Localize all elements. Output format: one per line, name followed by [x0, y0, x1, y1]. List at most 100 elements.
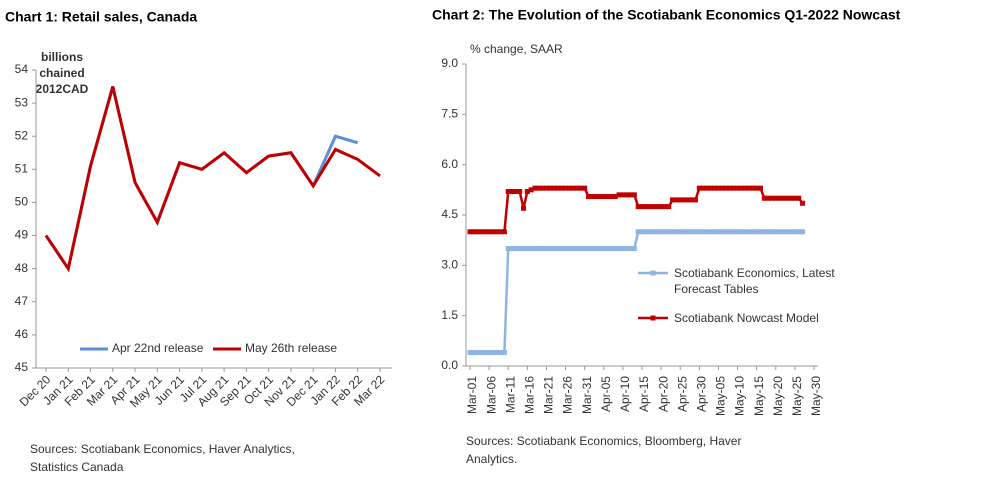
point-marker	[662, 204, 668, 210]
point-marker	[700, 229, 706, 235]
x-tick-label: May-30	[809, 376, 823, 416]
point-marker	[475, 229, 481, 235]
point-marker	[666, 204, 672, 210]
source-note: Analytics.	[466, 452, 517, 466]
point-marker	[666, 229, 672, 235]
point-marker	[589, 194, 595, 200]
point-marker	[620, 246, 626, 252]
y-tick-label: 1.5	[441, 308, 458, 322]
point-marker	[773, 195, 779, 201]
y-tick-label: 6.0	[441, 157, 458, 171]
point-marker	[566, 246, 572, 252]
point-marker	[528, 187, 534, 193]
point-marker	[490, 350, 496, 356]
point-marker	[777, 195, 783, 201]
point-marker	[746, 185, 752, 191]
point-marker	[712, 229, 718, 235]
point-marker	[498, 350, 504, 356]
point-marker	[501, 229, 507, 235]
point-marker	[761, 229, 767, 235]
legend-label: Scotiabank Economics, Latest Forecast Ta…	[674, 266, 835, 296]
point-marker	[643, 229, 649, 235]
point-marker	[624, 192, 630, 198]
point-marker	[731, 185, 737, 191]
point-marker	[543, 185, 549, 191]
point-marker	[689, 229, 695, 235]
point-marker	[559, 185, 565, 191]
point-marker	[517, 189, 523, 195]
point-marker	[677, 197, 683, 203]
point-marker	[478, 229, 484, 235]
point-marker	[654, 204, 660, 210]
point-marker	[639, 229, 645, 235]
y-tick-label: 50	[15, 195, 29, 209]
point-marker	[750, 229, 756, 235]
point-marker	[677, 229, 683, 235]
point-marker	[517, 246, 523, 252]
point-marker	[792, 195, 798, 201]
point-marker	[524, 246, 530, 252]
point-marker	[582, 246, 588, 252]
point-marker	[712, 185, 718, 191]
point-marker	[494, 350, 500, 356]
point-marker	[769, 229, 775, 235]
point-marker	[708, 229, 714, 235]
point-marker	[757, 185, 763, 191]
point-marker	[673, 229, 679, 235]
point-marker	[693, 229, 699, 235]
x-tick-label: Apr-30	[695, 376, 709, 412]
point-marker	[566, 185, 572, 191]
x-tick-label: May-05	[714, 376, 728, 416]
point-marker	[601, 246, 607, 252]
point-marker	[696, 229, 702, 235]
x-tick-label: Apr-15	[637, 376, 651, 412]
point-marker	[478, 350, 484, 356]
point-marker	[490, 229, 496, 235]
point-marker	[738, 229, 744, 235]
point-marker	[761, 195, 767, 201]
x-tick-label: Mar-06	[484, 376, 498, 414]
point-marker	[509, 189, 515, 195]
point-marker	[551, 246, 557, 252]
point-marker	[605, 194, 611, 200]
legend-label: Scotiabank Nowcast Model	[674, 311, 819, 325]
point-marker	[650, 229, 656, 235]
point-marker	[582, 185, 588, 191]
point-marker	[735, 229, 741, 235]
point-marker	[532, 246, 538, 252]
point-marker	[723, 185, 729, 191]
point-marker	[731, 229, 737, 235]
y-axis-label: billions	[41, 50, 83, 64]
point-marker	[788, 195, 794, 201]
point-marker	[639, 204, 645, 210]
y-tick-label: 3.0	[441, 258, 458, 272]
point-marker	[757, 229, 763, 235]
x-tick-label: Mar-21	[542, 376, 556, 414]
x-tick-label: Mar-11	[503, 376, 517, 413]
point-marker	[612, 246, 618, 252]
point-marker	[509, 246, 515, 252]
point-marker	[563, 185, 569, 191]
point-marker	[685, 229, 691, 235]
point-marker	[689, 197, 695, 203]
point-marker	[754, 185, 760, 191]
point-marker	[540, 185, 546, 191]
point-marker	[620, 192, 626, 198]
point-marker	[800, 200, 806, 206]
point-marker	[673, 197, 679, 203]
point-marker	[524, 189, 530, 195]
x-tick-label: Apr-10	[618, 376, 632, 412]
point-marker	[494, 229, 500, 235]
point-marker	[662, 229, 668, 235]
source-note: Sources: Scotiabank Economics, Bloomberg…	[466, 434, 741, 448]
point-marker	[482, 229, 488, 235]
point-marker	[742, 229, 748, 235]
point-marker	[532, 185, 538, 191]
point-marker	[723, 229, 729, 235]
point-marker	[681, 229, 687, 235]
x-tick-label: Apr-25	[675, 376, 689, 412]
y-tick-label: 4.5	[441, 207, 458, 221]
point-marker	[608, 194, 614, 200]
point-marker	[574, 246, 580, 252]
